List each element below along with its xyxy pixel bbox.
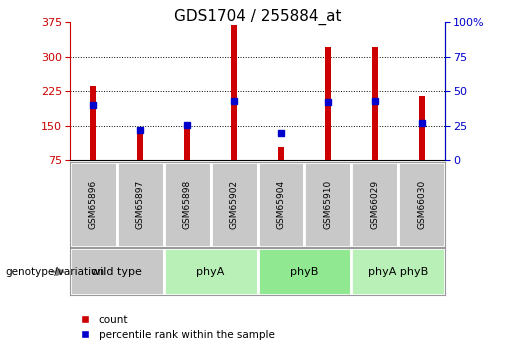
Text: GSM65902: GSM65902 — [230, 180, 238, 229]
Bar — [258, 162, 304, 247]
Bar — [164, 162, 211, 247]
Bar — [399, 162, 445, 247]
Bar — [211, 162, 258, 247]
Bar — [372, 47, 378, 160]
Bar — [70, 162, 116, 247]
Bar — [352, 248, 445, 295]
Bar — [164, 248, 258, 295]
Text: GSM66029: GSM66029 — [370, 180, 380, 229]
Legend: count, percentile rank within the sample: count, percentile rank within the sample — [75, 315, 274, 340]
Bar — [258, 248, 352, 295]
Bar — [419, 96, 425, 160]
Text: GSM65896: GSM65896 — [89, 180, 97, 229]
Text: GSM65897: GSM65897 — [135, 180, 145, 229]
Text: GSM65898: GSM65898 — [182, 180, 192, 229]
Text: GDS1704 / 255884_at: GDS1704 / 255884_at — [174, 9, 341, 25]
Text: genotype/variation: genotype/variation — [5, 267, 104, 277]
Bar — [90, 86, 96, 160]
Bar — [137, 132, 143, 160]
Text: phyB: phyB — [290, 267, 319, 277]
Text: phyA: phyA — [196, 267, 225, 277]
Text: phyA phyB: phyA phyB — [368, 267, 428, 277]
Bar — [325, 47, 331, 160]
Text: GSM65904: GSM65904 — [277, 180, 285, 229]
Bar — [231, 25, 237, 160]
Bar — [184, 123, 190, 160]
Text: GSM66030: GSM66030 — [418, 180, 426, 229]
Bar — [70, 248, 164, 295]
Bar — [352, 162, 399, 247]
Bar — [304, 162, 352, 247]
Text: GSM65910: GSM65910 — [323, 180, 333, 229]
Bar — [116, 162, 164, 247]
Bar — [278, 147, 284, 160]
Text: wild type: wild type — [91, 267, 142, 277]
